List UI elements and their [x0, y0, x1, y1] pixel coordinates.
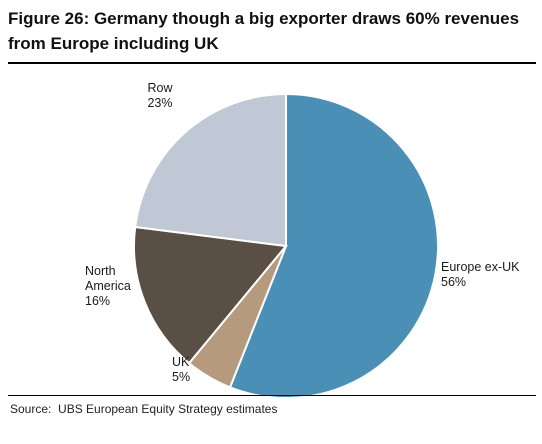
data-label-row: Row 23% [147, 81, 173, 110]
chart-title: Figure 26: Germany though a big exporter… [8, 9, 520, 53]
data-label-uk: UK 5% [172, 355, 190, 384]
pie-slice-europe-ex-uk [228, 92, 439, 399]
title-divider [8, 62, 536, 64]
source-divider [8, 395, 536, 396]
data-label-europe-ex-uk: Europe ex-UK 56% [441, 260, 520, 289]
source-note: Source: UBS European Equity Strategy est… [10, 402, 278, 416]
pie-slice-north-america [133, 225, 288, 365]
data-label-north-america: North America 16% [85, 264, 131, 308]
pie-slice-row [134, 92, 287, 248]
